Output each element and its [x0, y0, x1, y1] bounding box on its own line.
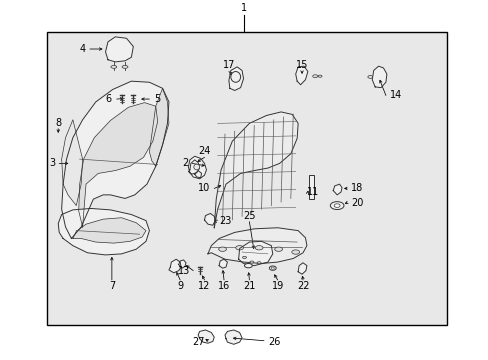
Polygon shape: [61, 81, 168, 238]
Ellipse shape: [367, 76, 372, 78]
Bar: [308, 175, 313, 199]
Text: 14: 14: [389, 90, 401, 100]
Text: 5: 5: [154, 94, 160, 104]
Text: 3: 3: [49, 158, 55, 168]
Polygon shape: [79, 103, 158, 227]
Polygon shape: [178, 260, 185, 268]
Text: 2: 2: [182, 158, 188, 168]
Ellipse shape: [249, 261, 253, 263]
Polygon shape: [295, 66, 307, 85]
Text: 10: 10: [198, 184, 210, 193]
Polygon shape: [224, 330, 242, 344]
Ellipse shape: [318, 75, 322, 77]
Polygon shape: [198, 330, 214, 343]
Ellipse shape: [244, 264, 252, 268]
Ellipse shape: [330, 202, 343, 210]
Text: 7: 7: [108, 282, 115, 291]
Text: 17: 17: [222, 60, 235, 71]
Text: 12: 12: [198, 282, 210, 291]
Polygon shape: [194, 171, 201, 178]
Text: 22: 22: [296, 282, 308, 291]
Text: 18: 18: [350, 184, 362, 193]
Text: 9: 9: [177, 282, 183, 291]
Text: 11: 11: [306, 187, 319, 197]
Polygon shape: [204, 213, 215, 225]
Polygon shape: [188, 160, 199, 174]
Polygon shape: [298, 263, 306, 274]
Polygon shape: [61, 120, 82, 206]
Ellipse shape: [271, 267, 274, 269]
Polygon shape: [58, 208, 149, 255]
Text: 25: 25: [243, 211, 255, 221]
Ellipse shape: [312, 75, 317, 78]
Text: 19: 19: [271, 282, 283, 291]
Ellipse shape: [193, 164, 199, 170]
Ellipse shape: [274, 247, 282, 251]
Polygon shape: [149, 88, 168, 166]
Text: 1: 1: [241, 3, 247, 13]
Text: 24: 24: [198, 146, 210, 156]
Ellipse shape: [257, 262, 261, 264]
Text: 13: 13: [177, 266, 189, 276]
Text: 26: 26: [267, 337, 280, 347]
Ellipse shape: [269, 266, 276, 270]
Polygon shape: [214, 112, 298, 228]
Polygon shape: [238, 241, 272, 266]
Ellipse shape: [235, 246, 243, 250]
Polygon shape: [219, 259, 227, 268]
Text: 8: 8: [55, 118, 61, 128]
Polygon shape: [105, 37, 133, 62]
Ellipse shape: [218, 247, 226, 251]
Polygon shape: [207, 228, 306, 264]
Text: 21: 21: [243, 282, 255, 291]
Ellipse shape: [242, 256, 246, 258]
Ellipse shape: [255, 246, 263, 250]
Ellipse shape: [291, 250, 299, 254]
Bar: [47, 32, 446, 325]
Ellipse shape: [111, 66, 117, 68]
Polygon shape: [168, 259, 181, 273]
Text: 20: 20: [350, 198, 363, 208]
Ellipse shape: [333, 204, 339, 207]
Ellipse shape: [122, 66, 128, 68]
Polygon shape: [73, 218, 146, 243]
Text: 16: 16: [218, 282, 230, 291]
Text: 6: 6: [105, 94, 112, 104]
Text: 4: 4: [80, 44, 86, 54]
Polygon shape: [188, 156, 206, 179]
Polygon shape: [228, 67, 243, 90]
Ellipse shape: [230, 72, 240, 82]
Polygon shape: [332, 184, 341, 195]
Polygon shape: [371, 66, 386, 87]
Text: 23: 23: [219, 216, 231, 226]
Text: 27: 27: [192, 337, 204, 347]
Text: 15: 15: [295, 60, 307, 71]
